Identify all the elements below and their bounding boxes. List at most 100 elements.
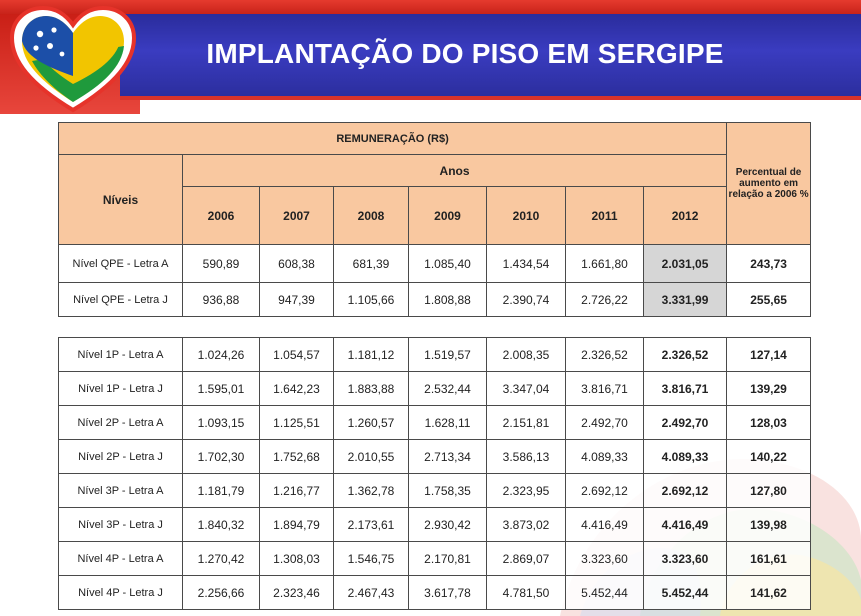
percent-cell: 127,14 [726,337,811,372]
value-cell: 2.323,95 [486,473,566,508]
value-cell-2012: 2.692,12 [643,473,727,508]
value-cell: 2.390,74 [486,282,566,317]
percent-cell: 243,73 [726,244,812,283]
year-header: 2008 [333,186,409,245]
percent-cell: 139,98 [726,507,811,542]
percent-cell: 141,62 [726,575,811,610]
value-cell: 1.894,79 [259,507,334,542]
table-row: Nível 4P - Letra A 1.270,42 1.308,03 1.546,… [58,541,811,576]
row-label: Nível 3P - Letra J [58,507,183,542]
value-cell-2012: 2.031,05 [642,244,728,283]
value-cell: 2.170,81 [408,541,487,576]
row-label: Nível 4P - Letra J [58,575,183,610]
value-cell: 1.125,51 [259,405,334,440]
year-header: 2007 [259,186,334,245]
value-cell: 1.362,78 [333,473,409,508]
value-cell: 1.883,88 [333,371,409,406]
percent-cell: 255,65 [726,282,812,317]
value-cell: 1.752,68 [259,439,334,474]
value-cell: 4.416,49 [565,507,644,542]
year-header: 2006 [182,186,260,245]
value-cell: 590,89 [182,244,260,283]
table-row: Nível 3P - Letra A 1.181,79 1.216,77 1.362,… [58,473,811,508]
value-cell: 936,88 [182,282,260,317]
percent-cell: 127,80 [726,473,811,508]
value-cell: 2.713,34 [408,439,487,474]
value-cell: 1.054,57 [259,337,334,372]
table-row: Nível 4P - Letra J 2.256,66 2.323,46 2.467,… [58,575,811,610]
value-cell: 1.085,40 [408,244,487,283]
value-cell: 608,38 [259,244,334,283]
value-cell-2012: 3.331,99 [642,282,728,317]
row-label: Nível 3P - Letra A [58,473,183,508]
value-cell: 1.595,01 [182,371,260,406]
value-cell: 3.347,04 [486,371,566,406]
value-cell: 1.642,23 [259,371,334,406]
value-cell: 1.181,79 [182,473,260,508]
table-row: Nível 2P - Letra A 1.093,15 1.125,51 1.260,… [58,405,811,440]
year-header: 2010 [486,186,566,245]
value-cell-2012: 4.089,33 [643,439,727,474]
table-row: Nível 1P - Letra A 1.024,26 1.054,57 1.181,… [58,337,811,372]
header-top-band [0,0,861,14]
row-label: Nível 2P - Letra A [58,405,183,440]
value-cell-2012: 2.326,52 [643,337,727,372]
value-cell: 2.492,70 [565,405,644,440]
years-header: Anos [181,154,728,187]
salary-table-p-levels: Nível 1P - Letra A 1.024,26 1.054,57 1.181,… [58,337,811,610]
value-cell: 1.840,32 [182,507,260,542]
year-header: 2011 [565,186,644,245]
row-label: Nível 1P - Letra J [58,371,183,406]
group-header: REMUNERAÇÃO (R$) [57,122,728,155]
value-cell: 1.519,57 [408,337,487,372]
table-row: Nível 1P - Letra J 1.595,01 1.642,23 1.883,… [58,371,811,406]
value-cell: 3.873,02 [486,507,566,542]
value-cell-2012: 5.452,44 [643,575,727,610]
value-cell: 1.661,80 [565,244,644,283]
value-cell: 1.270,42 [182,541,260,576]
value-cell: 3.617,78 [408,575,487,610]
value-cell: 1.758,35 [408,473,487,508]
value-cell: 1.628,11 [408,405,487,440]
percent-cell: 139,29 [726,371,811,406]
value-cell: 2.692,12 [565,473,644,508]
header-blue-band [120,14,861,96]
value-cell: 3.586,13 [486,439,566,474]
value-cell: 3.816,71 [565,371,644,406]
row-label: Nível QPE - Letra A [58,244,183,283]
percent-cell: 140,22 [726,439,811,474]
value-cell: 2.532,44 [408,371,487,406]
value-cell: 1.546,75 [333,541,409,576]
page-title: IMPLANTAÇÃO DO PISO EM SERGIPE [206,38,724,69]
value-cell: 2.256,66 [182,575,260,610]
percent-cell: 161,61 [726,541,811,576]
value-cell: 1.093,15 [182,405,260,440]
value-cell: 4.089,33 [565,439,644,474]
value-cell: 4.781,50 [486,575,566,610]
row-label: Nível 4P - Letra A [58,541,183,576]
salary-table-qpe: REMUNERAÇÃO (R$) Percentual de aumento e… [57,122,812,317]
value-cell: 947,39 [259,282,334,317]
value-cell: 2.010,55 [333,439,409,474]
value-cell: 1.216,77 [259,473,334,508]
header-red-stripe [120,96,861,100]
value-cell: 1.702,30 [182,439,260,474]
table-row: Nível QPE - Letra J 936,88 947,39 1.105,… [58,282,812,317]
value-cell: 2.930,42 [408,507,487,542]
percent-cell: 128,03 [726,405,811,440]
levels-header: Níveis [58,154,183,245]
value-cell: 1.181,12 [333,337,409,372]
table-row: Nível 2P - Letra J 1.702,30 1.752,68 2.010,… [58,439,811,474]
percent-header: Percentual de aumento em relação a 2006 … [726,122,812,245]
value-cell: 1.024,26 [182,337,260,372]
sergipe-heart-logo-icon [10,6,136,113]
row-label: Nível 2P - Letra J [58,439,183,474]
table-row: Nível QPE - Letra A 590,89 608,38 681,39… [58,244,812,283]
value-cell: 1.308,03 [259,541,334,576]
value-cell: 1.434,54 [486,244,566,283]
row-label: Nível QPE - Letra J [58,282,183,317]
value-cell-2012: 4.416,49 [643,507,727,542]
table-row: Nível 3P - Letra J 1.840,32 1.894,79 2.173,… [58,507,811,542]
value-cell: 3.323,60 [565,541,644,576]
value-cell: 2.326,52 [565,337,644,372]
